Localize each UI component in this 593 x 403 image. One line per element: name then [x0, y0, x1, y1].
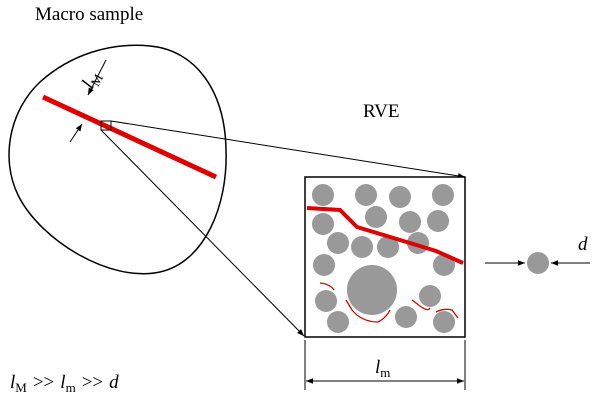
rve-crack [306, 206, 464, 265]
particle [527, 252, 549, 274]
dimension-arrow [69, 123, 83, 143]
rve-location [100, 120, 112, 131]
micro-cracks [319, 282, 459, 323]
macro-sample-outline [8, 44, 227, 275]
subscript: M [15, 380, 27, 395]
crack-width-label: lM [78, 67, 106, 93]
operator: >> [82, 372, 103, 393]
rve-size-label: lm [375, 357, 390, 380]
subscript: m [380, 365, 390, 380]
macro-crack [41, 94, 218, 180]
zoom-line [110, 120, 466, 179]
symbol: l [60, 372, 65, 393]
symbol: l [10, 372, 15, 393]
macro-sample-title: Macro sample [35, 4, 143, 25]
particle-size-label: d [578, 234, 588, 255]
subscript: m [66, 380, 76, 395]
rve-title: RVE [363, 101, 399, 122]
dimension-arrow [87, 59, 107, 96]
symbol: l [375, 357, 380, 378]
scale-relation: lM >> lm >> d [10, 372, 119, 395]
operator: >> [33, 372, 54, 393]
symbol: d [109, 372, 119, 393]
particles [312, 184, 455, 333]
zoom-line [100, 129, 305, 337]
